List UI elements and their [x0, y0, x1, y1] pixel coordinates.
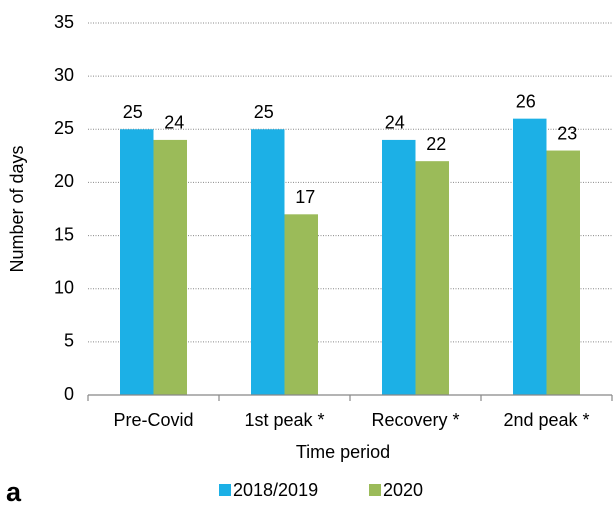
x-tick-label: 2nd peak * — [503, 410, 589, 430]
y-tick-label: 25 — [54, 118, 74, 138]
y-tick-label: 10 — [54, 277, 74, 297]
bar — [415, 161, 449, 395]
bar — [546, 150, 580, 395]
y-tick-label: 15 — [54, 224, 74, 244]
x-axis-label: Time period — [296, 442, 390, 462]
y-tick-label: 35 — [54, 12, 74, 32]
bar — [284, 214, 318, 395]
x-tick-label: Recovery * — [371, 410, 459, 430]
bar — [153, 139, 187, 395]
bar — [382, 139, 416, 395]
bar — [120, 129, 154, 396]
y-axis-label: Number of days — [7, 145, 27, 272]
legend-swatch — [369, 484, 381, 496]
value-label: 23 — [557, 123, 577, 143]
value-label: 22 — [426, 134, 446, 154]
bar — [251, 129, 285, 396]
value-label: 25 — [123, 102, 143, 122]
y-tick-label: 20 — [54, 171, 74, 191]
panel-label: a — [6, 477, 22, 505]
x-tick-label: 1st peak * — [244, 410, 324, 430]
value-label: 25 — [254, 102, 274, 122]
y-tick-label: 30 — [54, 65, 74, 85]
y-tick-label: 0 — [64, 384, 74, 404]
legend-swatch — [219, 484, 231, 496]
legend-label: 2018/2019 — [233, 480, 318, 500]
value-label: 24 — [164, 113, 184, 133]
value-label: 24 — [385, 113, 405, 133]
legend-label: 2020 — [383, 480, 423, 500]
x-tick-label: Pre-Covid — [113, 410, 193, 430]
y-tick-label: 5 — [64, 331, 74, 351]
value-label: 26 — [516, 91, 536, 111]
value-label: 17 — [295, 187, 315, 207]
bar — [513, 118, 547, 396]
